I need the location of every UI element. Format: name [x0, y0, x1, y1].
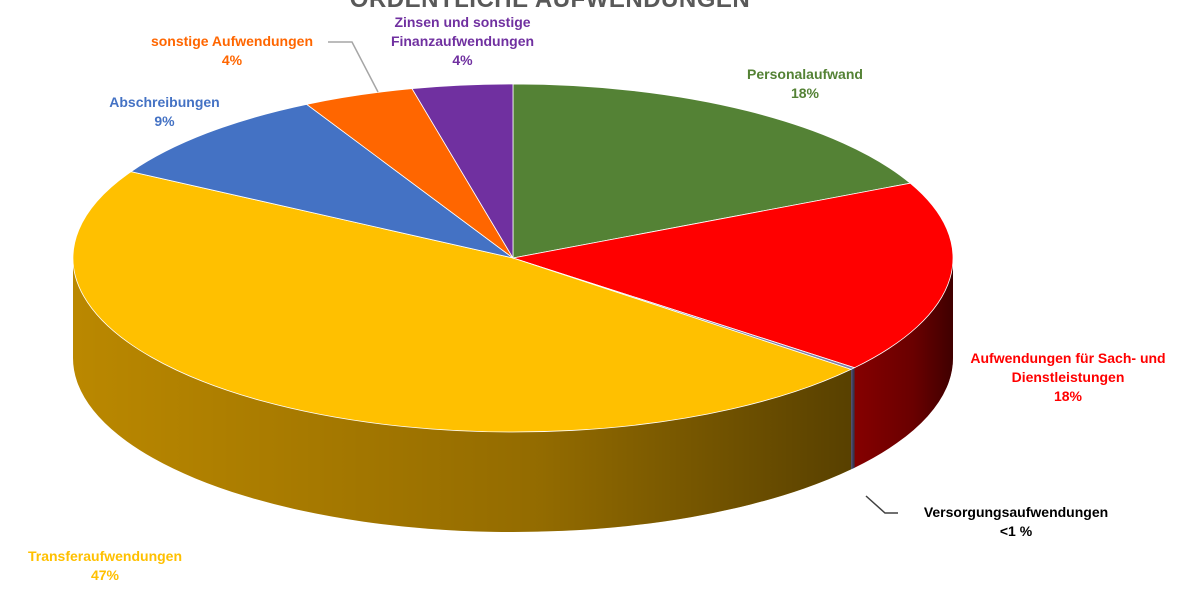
data-label-transferaufwendungen: Transferaufwendungen 47%	[10, 547, 200, 585]
pie-sides	[73, 258, 953, 532]
label-name-line2: Finanzaufwendungen	[390, 33, 535, 49]
pie-slice-6	[411, 83, 514, 260]
data-label-personalaufwand: Personalaufwand 18%	[735, 65, 875, 103]
label-name: Abschreibungen	[109, 94, 220, 110]
label-name: sonstige Aufwendungen	[150, 33, 314, 49]
pie-slice-4	[130, 103, 514, 259]
label-name-line1: Aufwendungen für Sach- und	[970, 350, 1166, 366]
pie-side-shade-1	[854, 258, 953, 468]
pie-side-shade-3	[73, 258, 852, 532]
data-label-sach-dienstleistungen: Aufwendungen für Sach- und Dienstleistun…	[948, 349, 1188, 406]
label-pct: 18%	[1053, 388, 1083, 404]
label-pct: 9%	[154, 113, 175, 129]
pie-slice-0	[512, 83, 912, 259]
label-name: Transferaufwendungen	[27, 548, 183, 564]
chart-title: ORDENTLICHE AUFWENDUNGEN	[300, 0, 800, 14]
label-pct: 4%	[452, 52, 473, 68]
data-label-zinsen-finanzaufwendungen: Zinsen und sonstige Finanzaufwendungen 4…	[370, 13, 555, 70]
label-pct: 47%	[90, 567, 120, 583]
leader-line-versorgung	[865, 495, 898, 514]
label-pct: <1 %	[999, 523, 1033, 539]
pie-tops	[72, 83, 954, 433]
label-pct: 18%	[790, 85, 820, 101]
data-label-versorgungsaufwendungen: Versorgungsaufwendungen <1 %	[900, 503, 1132, 541]
label-pct: 4%	[221, 52, 243, 68]
label-name-line1: Zinsen und sonstige	[394, 14, 531, 30]
label-name: Personalaufwand	[747, 66, 863, 82]
pie-slice-1	[512, 182, 954, 369]
label-name: Versorgungsaufwendungen	[923, 504, 1109, 520]
pie-slice-3	[72, 171, 853, 433]
label-name-line2: Dienstleistungen	[1011, 369, 1125, 385]
data-label-sonstige-aufwendungen: sonstige Aufwendungen 4%	[128, 32, 336, 70]
pie-side-shade-2	[851, 367, 855, 470]
leader-lines	[328, 41, 898, 514]
leader-line-sonstige	[328, 41, 379, 93]
data-label-abschreibungen: Abschreibungen 9%	[92, 93, 237, 131]
